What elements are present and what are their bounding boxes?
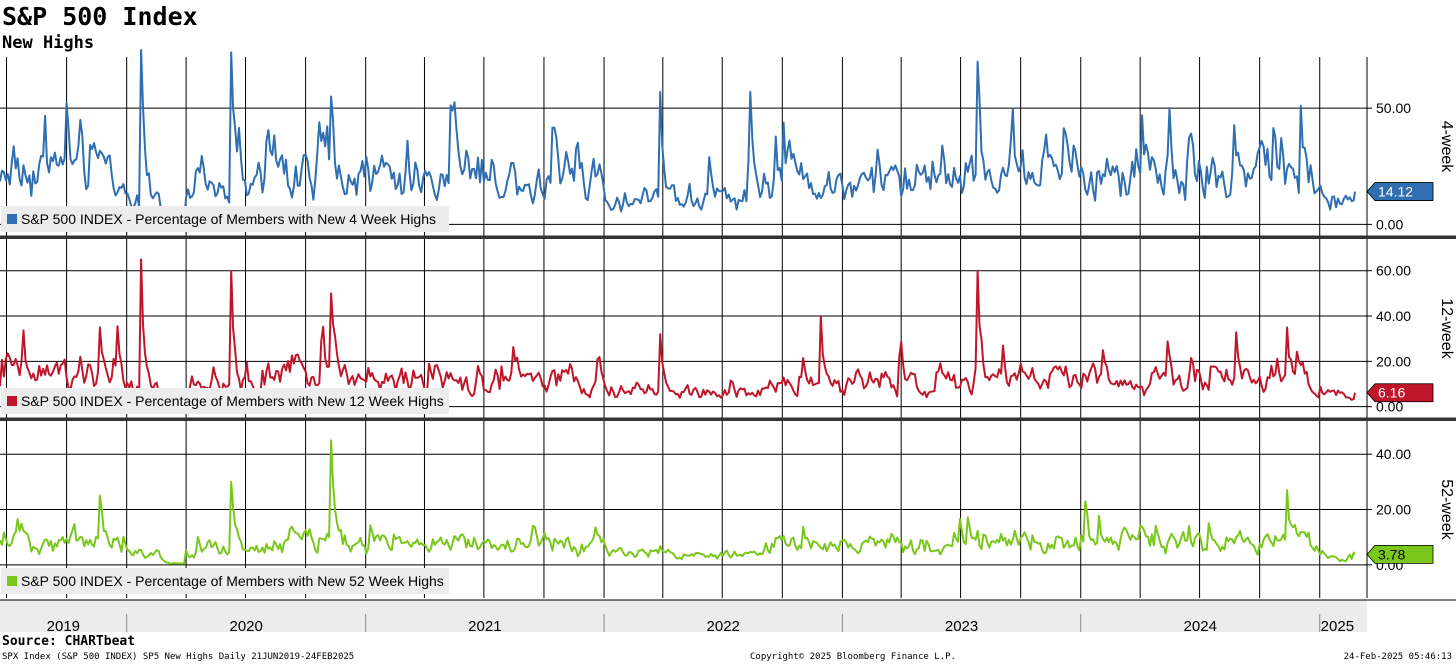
panel-label: 52-week <box>1438 479 1455 540</box>
y-tick-label: 0.00 <box>1376 399 1403 415</box>
legend-box <box>1 206 449 232</box>
source-label: Source: CHARTbeat <box>2 634 136 649</box>
last-value-label: 6.16 <box>1378 385 1405 401</box>
legend-label: S&P 500 INDEX - Percentage of Members wi… <box>21 573 444 589</box>
series-line <box>0 49 1356 223</box>
y-tick-label: 20.00 <box>1376 353 1411 369</box>
legend-box <box>1 388 449 414</box>
x-tick-label: 2023 <box>945 618 978 635</box>
last-value-label: 3.78 <box>1378 546 1405 562</box>
panel-12-week: 0.00 20.00 40.00 60.00 S&P 500 INDEX - Perce… <box>0 239 1455 418</box>
y-tick-label: 50.00 <box>1376 100 1411 116</box>
chart-title: S&P 500 Index <box>2 2 198 31</box>
legend-label: S&P 500 INDEX - Percentage of Members wi… <box>21 393 444 409</box>
y-tick-label: 40.00 <box>1376 308 1411 324</box>
last-value-tag <box>1366 383 1434 403</box>
x-axis-band <box>0 600 1367 632</box>
last-value-tag <box>1366 544 1434 564</box>
y-tick-label: 0.00 <box>1376 216 1403 232</box>
panel-separator <box>0 235 1456 239</box>
panel-separator <box>0 417 1456 421</box>
legend-label: S&P 500 INDEX - Percentage of Members wi… <box>21 211 436 227</box>
legend-swatch <box>7 214 17 224</box>
x-tick-label: 2020 <box>229 618 262 635</box>
panel-label: 4-week <box>1438 121 1455 174</box>
y-tick-label: 40.00 <box>1376 446 1411 462</box>
x-tick-label: 2025 <box>1321 618 1354 635</box>
panel-label: 12-week <box>1438 298 1455 359</box>
last-value-tag <box>1366 182 1434 201</box>
series-line <box>0 439 1356 565</box>
last-value-label: 14.12 <box>1378 184 1413 200</box>
footer-copyright: Copyright© 2025 Bloomberg Finance L.P. <box>750 652 956 662</box>
y-tick-label: 60.00 <box>1376 263 1411 279</box>
x-tick-label: 2024 <box>1184 618 1217 635</box>
series-line <box>0 258 1356 407</box>
footer-timestamp: 24-Feb-2025 05:46:13 <box>1343 652 1452 662</box>
y-tick-label: 20.00 <box>1376 502 1411 518</box>
legend-box <box>1 568 449 594</box>
x-axis: 2019 2020 2021 2022 2023 2024 2025 <box>0 599 1456 635</box>
x-tick-label: 2019 <box>47 618 80 635</box>
legend-swatch <box>7 576 17 586</box>
legend-swatch <box>7 396 17 406</box>
x-tick-label: 2021 <box>468 618 501 635</box>
footer-left-text: SPX Index (S&P 500 INDEX) SP5 New Highs … <box>2 652 355 662</box>
panel-4-week: 0.00 50.00 S&P 500 INDEX - Percentage of M… <box>0 49 1455 236</box>
x-tick-label: 2022 <box>707 618 740 635</box>
chart-subtitle: New Highs <box>2 33 95 53</box>
